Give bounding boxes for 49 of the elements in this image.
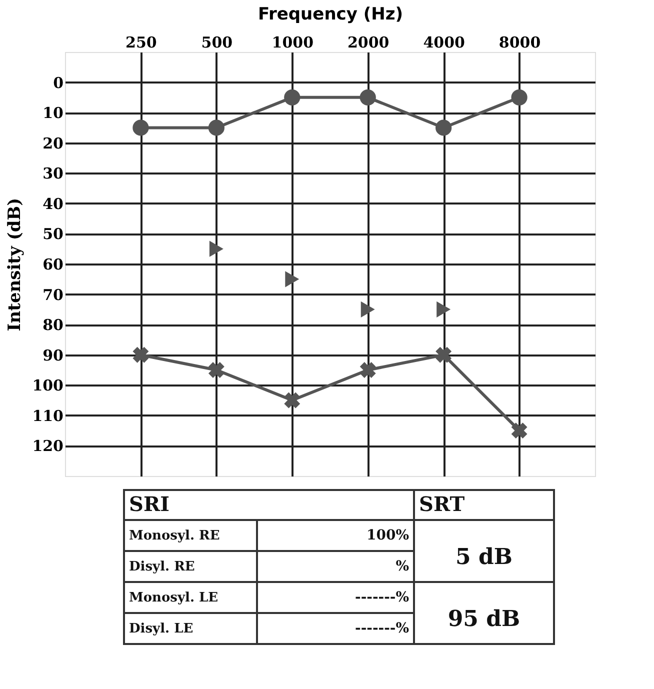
point	[209, 240, 224, 257]
text: 5 dB	[456, 544, 512, 570]
point	[360, 362, 376, 378]
y-tick-label: 60	[42, 256, 64, 274]
x-tick-label: 1000	[272, 34, 314, 52]
text: Disyl. RE	[129, 560, 195, 574]
y-tick-label: 20	[42, 134, 64, 152]
point	[360, 301, 375, 318]
y-tick-label: 80	[42, 316, 64, 334]
y-tick-label: 30	[42, 164, 64, 183]
text: -------%	[355, 620, 409, 636]
y-tick-label: 50	[42, 225, 64, 244]
y-tick-label: 10	[42, 104, 64, 122]
y-tick-label: 100	[32, 376, 64, 395]
point	[436, 120, 452, 136]
point	[132, 346, 149, 363]
y-tick-label: 40	[42, 194, 64, 213]
y-axis-title: Intensity (dB)	[5, 198, 26, 332]
x-tick-label: 4000	[423, 34, 465, 52]
y-tick-label: 90	[42, 346, 64, 364]
point	[284, 89, 300, 106]
point	[436, 301, 451, 318]
y-tick-label: 70	[42, 286, 64, 304]
x-tick-label: 250	[126, 34, 157, 52]
text: 95 dB	[448, 606, 520, 632]
text: SRT	[419, 492, 465, 516]
point	[436, 346, 452, 363]
y-tick-label: 110	[32, 406, 64, 425]
y-tick-label: 120	[32, 437, 64, 456]
text: -------%	[355, 590, 409, 606]
point	[132, 120, 149, 136]
x-axis-title: Frequency (Hz)	[258, 4, 404, 24]
point	[511, 422, 528, 439]
x-tick-label: 8000	[498, 34, 541, 52]
text: 100%	[366, 528, 409, 544]
x-tick-label: 500	[201, 34, 233, 52]
point	[511, 89, 528, 106]
text: Monosyl. RE	[129, 528, 220, 544]
point	[208, 120, 224, 136]
text: SRI	[129, 492, 170, 516]
y-tick-label: 0	[53, 74, 64, 92]
text: %	[396, 558, 409, 574]
point	[208, 362, 224, 378]
point	[284, 392, 300, 408]
point	[360, 89, 376, 106]
point	[285, 271, 300, 288]
text: Monosyl. LE	[129, 590, 218, 606]
text: Disyl. LE	[129, 622, 194, 636]
x-tick-label: 2000	[347, 34, 390, 52]
